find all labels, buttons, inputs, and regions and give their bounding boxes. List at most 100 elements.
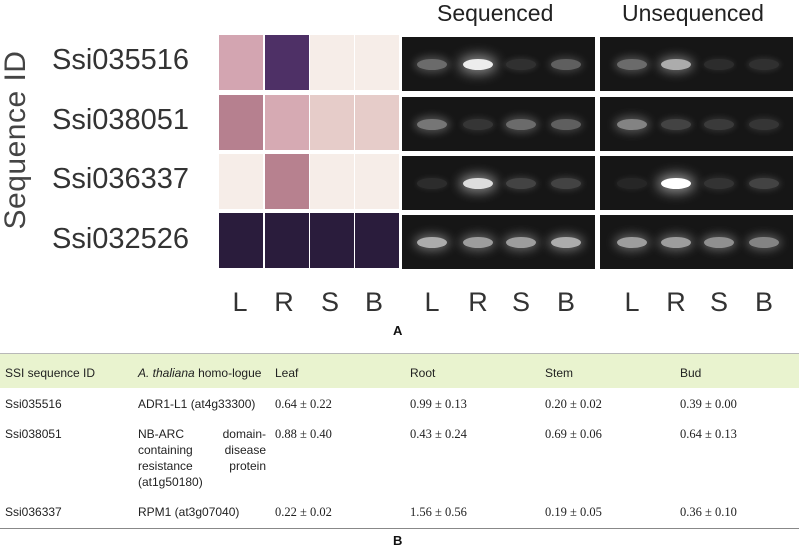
gel-band <box>551 118 581 130</box>
heatmap-cell <box>219 95 263 150</box>
tissue-label: L <box>232 287 248 317</box>
table-row: Ssi036337 RPM1 (at3g07040) 0.22 ± 0.02 1… <box>0 496 799 529</box>
panel-title-unsequenced: Unsequenced <box>622 0 764 26</box>
gel-band <box>506 58 536 70</box>
gel-band <box>417 236 447 248</box>
row-label: Ssi032526 <box>52 223 190 255</box>
gel-band <box>661 58 691 70</box>
cell-sequence-id: Ssi038051 <box>5 427 62 441</box>
gel-strip <box>402 215 595 269</box>
gel-band <box>704 58 734 70</box>
gel-band <box>704 118 734 130</box>
gel-band <box>463 177 493 189</box>
cell-homologue: RPM1 (at3g07040) <box>133 496 270 529</box>
heatmap-cell <box>265 213 309 268</box>
tissue-label: S <box>511 287 530 317</box>
cell-sequence-id: Ssi035516 <box>5 397 62 411</box>
gel-band <box>749 177 779 189</box>
row-label: Ssi038051 <box>52 104 190 136</box>
expression-table: SSI sequence ID A. thaliana homo-logue L… <box>0 353 799 548</box>
gel-band <box>417 58 447 70</box>
tissue-label: S <box>709 287 728 317</box>
tissue-label: L <box>624 287 640 317</box>
gel-strip <box>402 156 595 210</box>
gel-band <box>506 236 536 248</box>
header-homologue-text: homo-logue <box>198 366 262 380</box>
gel-strip <box>600 37 793 91</box>
panel-title-sequenced: Sequenced <box>437 0 554 26</box>
gel-band <box>617 118 647 130</box>
header-leaf: Leaf <box>275 366 299 380</box>
gel-band <box>749 236 779 248</box>
table-row: Ssi038051 NB-ARC domain-containing disea… <box>0 418 799 496</box>
gel-strip <box>402 37 595 91</box>
heatmap-cell <box>310 154 354 209</box>
heatmap-cell <box>265 35 309 90</box>
header-root: Root <box>410 366 436 380</box>
header-stem: Stem <box>545 366 574 380</box>
gel-band <box>551 236 581 248</box>
species-name: A. thaliana <box>138 366 195 380</box>
cell-root: 0.43 ± 0.24 <box>410 427 467 441</box>
gel-band <box>551 58 581 70</box>
gel-band <box>661 118 691 130</box>
cell-root: 0.99 ± 0.13 <box>410 397 467 411</box>
cell-root: 1.56 ± 0.56 <box>405 496 540 529</box>
heatmap-cell <box>310 35 354 90</box>
gel-band <box>704 236 734 248</box>
tissue-label: L <box>424 287 440 317</box>
gel-band <box>704 177 734 189</box>
cell-stem: 0.69 ± 0.06 <box>545 427 602 441</box>
cell-homologue: ADR1-L1 (at4g33300) <box>138 397 256 411</box>
gel-band <box>551 177 581 189</box>
tissue-label: B <box>556 287 575 317</box>
cell-sequence-id: Ssi036337 <box>0 496 133 529</box>
gel-band <box>463 236 493 248</box>
gel-band <box>661 236 691 248</box>
row-label: Ssi035516 <box>52 44 190 76</box>
heatmap-cell <box>265 95 309 150</box>
tissue-label: R <box>274 287 294 317</box>
header-sequence-id: SSI sequence ID <box>5 366 96 380</box>
tissue-label: S <box>320 287 339 317</box>
figure-a: Sequence ID Ssi035516 Ssi038051 Ssi03633… <box>0 0 793 338</box>
gel-band <box>617 58 647 70</box>
tissue-label: B <box>754 287 773 317</box>
heatmap-cell <box>355 213 399 268</box>
gel-strip <box>600 215 793 269</box>
gel-band <box>749 58 779 70</box>
cell-bud: 0.36 ± 0.10 <box>675 496 799 529</box>
tissue-label: R <box>468 287 488 317</box>
table-row: Ssi035516 ADR1-L1 (at4g33300) 0.64 ± 0.2… <box>0 388 799 418</box>
gel-strip <box>600 156 793 210</box>
gel-band <box>617 177 647 189</box>
gel-band <box>417 118 447 130</box>
heatmap-cell <box>310 95 354 150</box>
row-label: Ssi036337 <box>52 163 190 195</box>
heatmap-cell <box>310 213 354 268</box>
cell-stem: 0.20 ± 0.02 <box>545 397 602 411</box>
y-axis-label: Sequence ID <box>0 50 32 230</box>
heatmap-cell <box>265 154 309 209</box>
heatmap-cell <box>355 154 399 209</box>
cell-leaf: 0.22 ± 0.02 <box>270 496 405 529</box>
cell-bud: 0.39 ± 0.00 <box>680 397 737 411</box>
figure-caption-b: B <box>393 533 403 548</box>
figure-caption-a: A <box>393 323 403 338</box>
cell-leaf: 0.64 ± 0.22 <box>275 397 332 411</box>
gel-strip <box>600 97 793 151</box>
gel-band <box>749 118 779 130</box>
gel-band <box>463 58 493 70</box>
heatmap-cell <box>219 35 263 90</box>
gel-band <box>506 177 536 189</box>
tissue-label: B <box>364 287 383 317</box>
heatmap-cell <box>219 213 263 268</box>
gel-band <box>661 177 691 189</box>
cell-homologue: NB-ARC domain-containing disease resista… <box>138 427 266 489</box>
gel-band <box>463 118 493 130</box>
header-homologue: A. thaliana homo-logue <box>133 354 270 388</box>
table-header-row: SSI sequence ID A. thaliana homo-logue L… <box>0 354 799 388</box>
header-bud: Bud <box>680 366 702 380</box>
gel-band <box>506 118 536 130</box>
gel-strip <box>402 97 595 151</box>
